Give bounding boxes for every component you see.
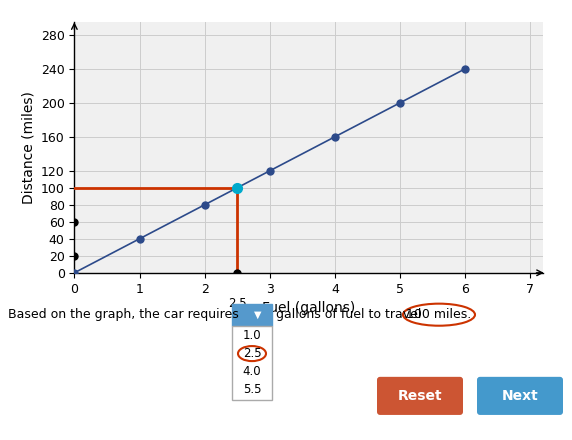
FancyBboxPatch shape	[477, 377, 563, 415]
X-axis label: Fuel (gallons): Fuel (gallons)	[262, 301, 356, 315]
FancyBboxPatch shape	[377, 377, 463, 415]
Text: 4.0: 4.0	[243, 365, 261, 378]
FancyBboxPatch shape	[232, 304, 272, 326]
Text: 2.5: 2.5	[243, 347, 261, 360]
Text: gallons of fuel to travel: gallons of fuel to travel	[276, 308, 422, 321]
Text: 5.5: 5.5	[243, 383, 261, 396]
Text: 2.5: 2.5	[228, 297, 247, 310]
Text: Next: Next	[502, 389, 538, 403]
Y-axis label: Distance (miles): Distance (miles)	[21, 91, 35, 204]
Text: Reset: Reset	[398, 389, 442, 403]
Text: Based on the graph, the car requires: Based on the graph, the car requires	[8, 308, 239, 321]
Text: 1.0: 1.0	[243, 329, 261, 342]
Text: 100 miles.: 100 miles.	[406, 308, 471, 321]
Text: ▼: ▼	[254, 310, 261, 320]
FancyBboxPatch shape	[232, 326, 272, 400]
